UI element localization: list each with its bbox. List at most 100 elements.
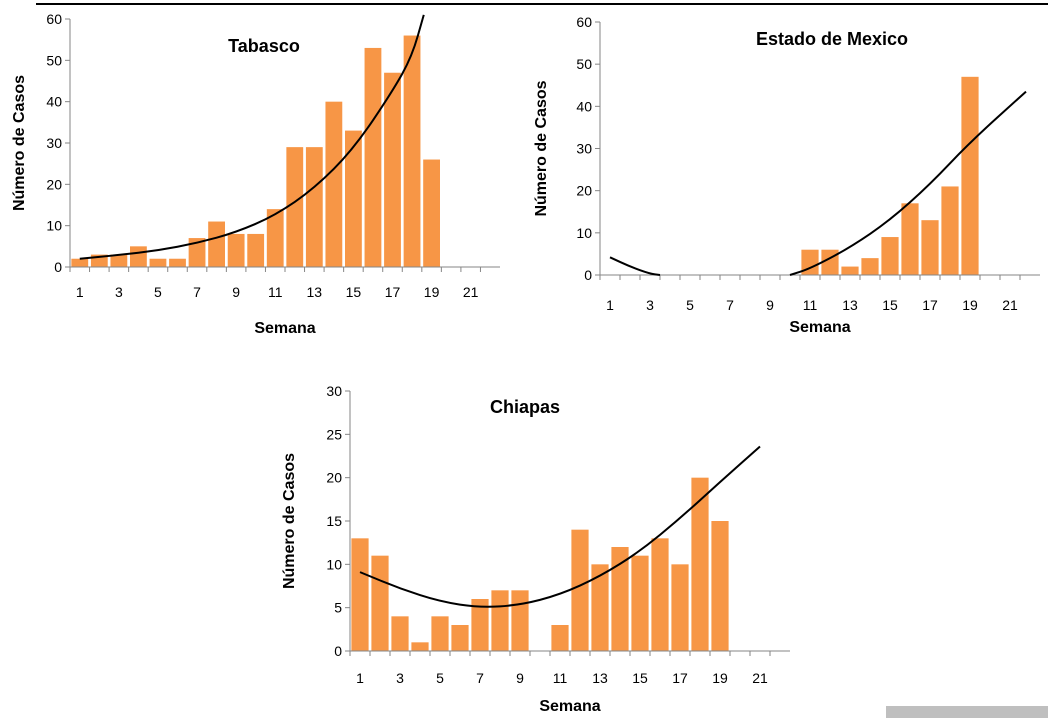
x-tick-label: 9 [232, 284, 240, 300]
y-tick-label: 60 [46, 11, 62, 27]
x-tick-label: 3 [396, 670, 404, 686]
y-tick-label: 0 [584, 267, 592, 283]
y-axis-label: Número de Casos [11, 75, 28, 211]
bar [921, 220, 939, 275]
bar [423, 159, 440, 267]
x-tick-label: 1 [356, 670, 364, 686]
bar [631, 555, 649, 651]
x-tick-label: 3 [115, 284, 123, 300]
bar [841, 266, 859, 275]
bar [384, 72, 401, 267]
x-tick-label: 9 [516, 670, 524, 686]
bar [208, 221, 225, 267]
x-axis-label: Semana [789, 319, 850, 336]
bar [611, 547, 629, 651]
y-tick-label: 30 [46, 135, 62, 151]
x-tick-label: 11 [268, 284, 283, 300]
bar [351, 538, 369, 651]
bar [431, 616, 449, 651]
trendline [79, 14, 425, 260]
bar [591, 564, 609, 651]
bar [305, 147, 323, 267]
chart-title: Chiapas [490, 397, 560, 417]
x-tick-label: 21 [463, 284, 479, 300]
bar [711, 521, 729, 651]
x-tick-label: 13 [592, 670, 608, 686]
y-tick-label: 30 [326, 383, 342, 399]
bar [403, 35, 421, 268]
bar [651, 538, 669, 651]
bar [149, 258, 167, 267]
x-tick-label: 1 [76, 284, 84, 300]
gray-corner-block [886, 706, 1048, 718]
bar [691, 477, 709, 651]
x-tick-label: 7 [726, 297, 734, 313]
bar [901, 203, 919, 275]
x-tick-label: 15 [882, 297, 898, 313]
x-tick-label: 15 [632, 670, 648, 686]
bar [961, 76, 979, 275]
y-tick-label: 20 [46, 176, 62, 192]
y-tick-label: 10 [46, 218, 62, 234]
x-tick-label: 19 [962, 297, 978, 313]
bar [371, 555, 389, 651]
chart-title: Tabasco [228, 36, 300, 56]
x-tick-label: 3 [646, 297, 654, 313]
x-tick-label: 21 [752, 670, 768, 686]
bar [411, 642, 429, 651]
bar [861, 258, 879, 275]
y-tick-label: 10 [326, 556, 342, 572]
bar [110, 254, 128, 267]
x-axis-label: Semana [254, 320, 315, 337]
bar [266, 209, 284, 267]
y-tick-label: 40 [576, 98, 592, 114]
y-axis-label: Número de Casos [281, 453, 298, 589]
y-tick-label: 60 [576, 14, 592, 30]
x-tick-label: 7 [193, 284, 201, 300]
x-tick-label: 19 [712, 670, 728, 686]
bar [671, 564, 689, 651]
x-tick-label: 15 [346, 284, 362, 300]
x-tick-label: 1 [606, 297, 614, 313]
y-tick-label: 20 [576, 183, 592, 199]
trendline [789, 90, 1027, 276]
x-tick-label: 13 [842, 297, 858, 313]
top-border-line [36, 3, 1048, 5]
x-tick-label: 17 [922, 297, 938, 313]
bar [491, 590, 509, 651]
y-tick-label: 5 [334, 600, 342, 616]
bar [571, 529, 589, 651]
bar [471, 599, 489, 651]
y-tick-label: 25 [326, 426, 342, 442]
x-tick-label: 17 [672, 670, 688, 686]
x-tick-label: 21 [1002, 297, 1018, 313]
bar [286, 147, 304, 267]
bar [511, 590, 529, 651]
bar [881, 237, 899, 275]
bar [551, 625, 569, 651]
x-tick-label: 5 [436, 670, 444, 686]
y-axis-label: Número de Casos [533, 80, 550, 216]
bar [227, 233, 245, 267]
x-tick-label: 13 [307, 284, 323, 300]
bar [325, 101, 343, 268]
trendline [359, 445, 761, 608]
bar [130, 246, 147, 267]
x-tick-label: 11 [803, 297, 818, 313]
bar [364, 47, 382, 267]
trendline [609, 256, 661, 276]
y-tick-label: 50 [576, 56, 592, 72]
bar [391, 616, 409, 651]
bar [451, 625, 469, 651]
x-tick-label: 17 [385, 284, 401, 300]
bar [169, 258, 186, 267]
chart-title: Estado de Mexico [756, 29, 908, 49]
x-tick-label: 5 [686, 297, 694, 313]
bar [247, 233, 265, 267]
